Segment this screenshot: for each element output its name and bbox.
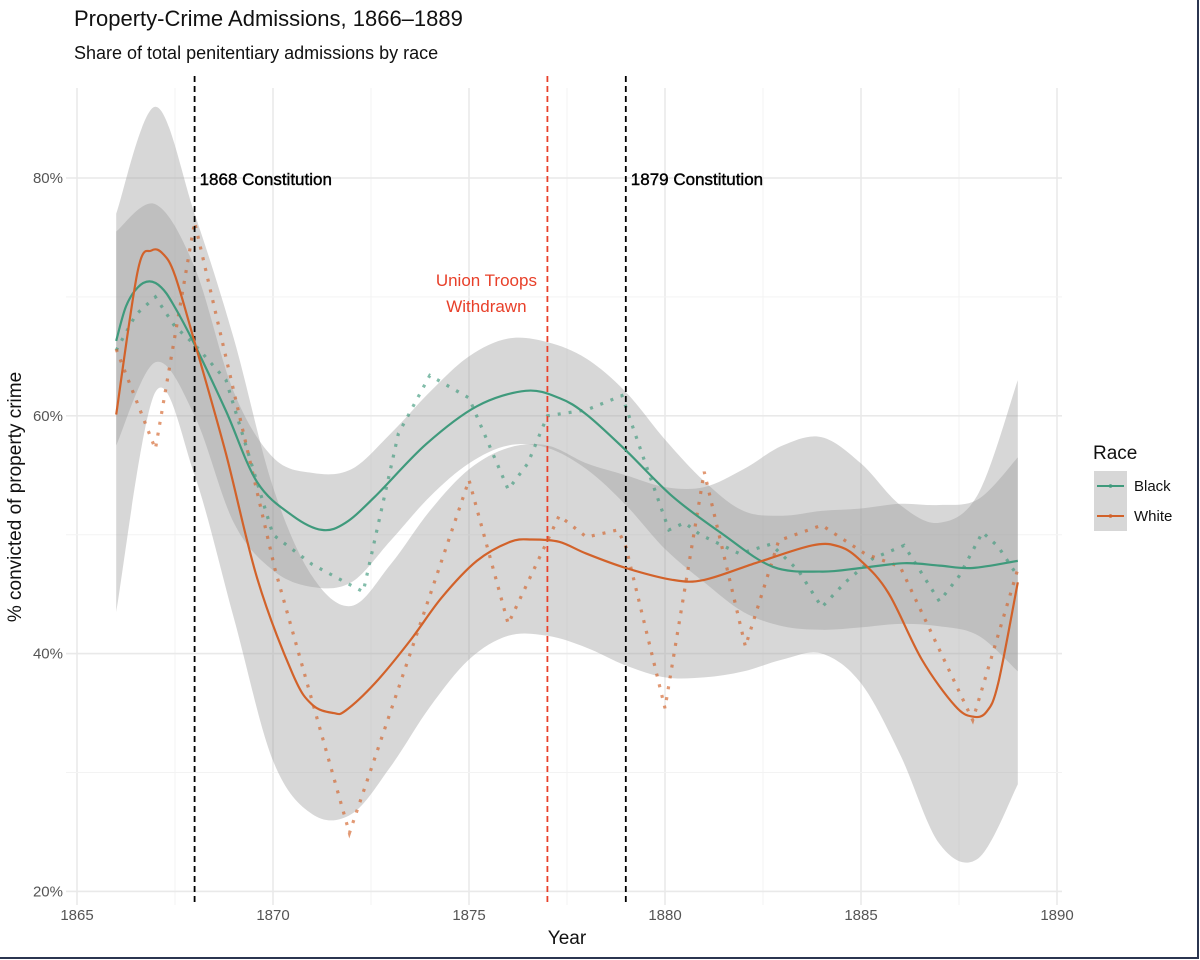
legend-point-white: [1108, 514, 1113, 518]
chart-subtitle: Share of total penitentiary admissions b…: [74, 43, 439, 63]
annotation-label-1879: 1879 Constitution: [631, 170, 763, 189]
fit-line-white: [115, 248, 1019, 719]
confidence-bands: [116, 106, 1018, 863]
y-tick-label: 40%: [33, 646, 63, 663]
annotation-label-1868: 1868 Constitution: [200, 170, 332, 189]
tick-labels: 1865 1870 1875 1880 1885 1890 20% 40% 60% 80%: [33, 170, 1074, 924]
legend-label-white: White: [1134, 508, 1172, 525]
raw-series: [114, 221, 1020, 839]
legend: Race Black White: [1093, 443, 1172, 531]
x-tick-label: 1870: [256, 907, 289, 924]
fit-line-black: [115, 280, 1018, 573]
event-lines: 1868 Constitution 1879 Constitution Union …: [193, 76, 763, 905]
grid: [66, 88, 1062, 905]
legend-point-black: [1108, 484, 1113, 488]
confidence-band-black: [116, 203, 1018, 672]
y-axis-title: % convicted of property crime: [5, 372, 26, 622]
legend-label-black: Black: [1134, 478, 1171, 495]
x-tick-label: 1875: [452, 907, 485, 924]
raw-line-black: [114, 294, 1020, 610]
x-tick-label: 1865: [60, 907, 93, 924]
y-tick-label: 20%: [33, 883, 63, 900]
chart-title: Property-Crime Admissions, 1866–1889: [74, 6, 463, 31]
raw-line-white: [114, 221, 1020, 839]
x-tick-label: 1890: [1040, 907, 1073, 924]
y-tick-label: 60%: [33, 408, 63, 425]
x-axis-title: Year: [548, 928, 587, 949]
x-tick-label: 1885: [844, 907, 877, 924]
annotation-label-1877: Union Troops: [436, 271, 537, 290]
confidence-band-white: [116, 106, 1018, 863]
annotation-label-1877-line2: Withdrawn: [446, 297, 526, 316]
legend-title: Race: [1093, 443, 1137, 464]
x-tick-label: 1880: [648, 907, 681, 924]
smoothed-series: [115, 248, 1019, 719]
y-tick-label: 80%: [33, 170, 63, 187]
